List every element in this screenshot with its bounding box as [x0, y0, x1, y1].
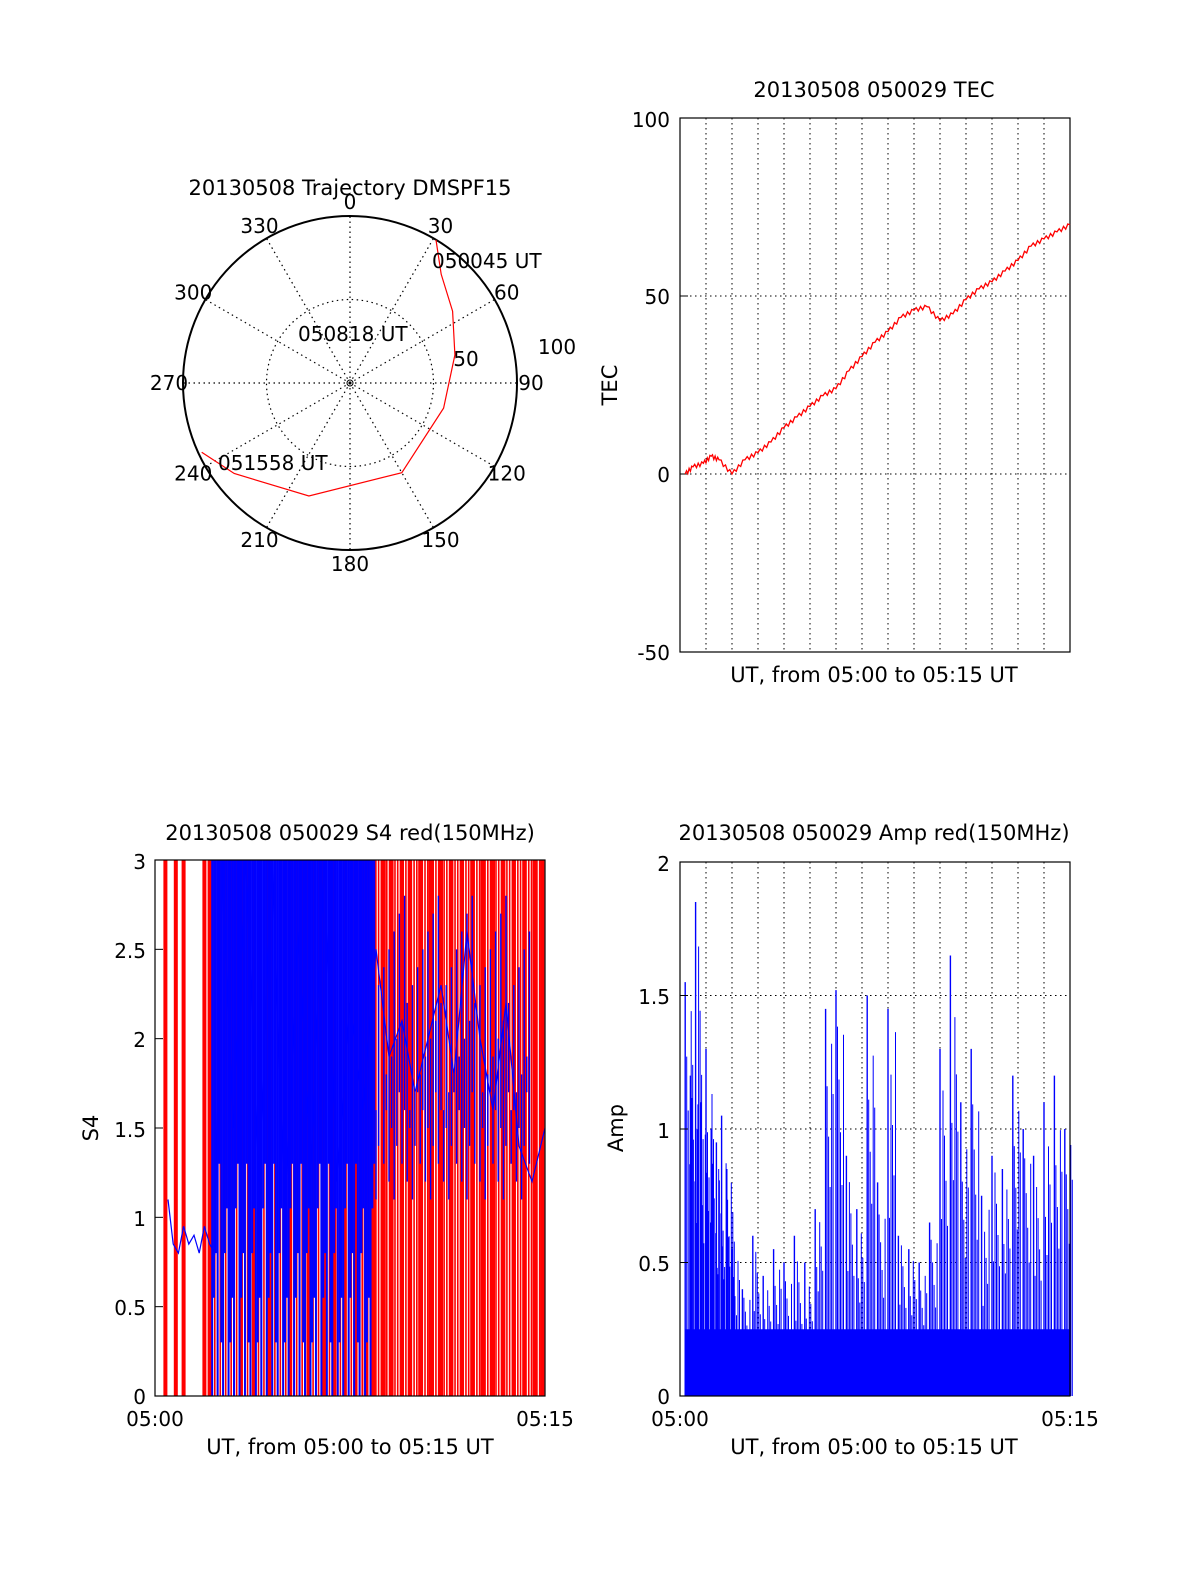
tec-ytick-0: 0: [657, 463, 670, 487]
tec-grid: [680, 118, 1070, 652]
tec-ylabel: TEC: [598, 365, 622, 407]
polar-outer-circle: [182, 215, 518, 551]
polar-inner-circle: [265, 298, 435, 468]
amp-xtick-end: 05:15: [1041, 1407, 1099, 1431]
tec-panel: 20130508 050029 TEC 100 50 0 -50 UT, fro…: [598, 78, 1071, 687]
trajectory-track: [201, 239, 456, 497]
polar-azimuth-label-150: 150: [421, 528, 459, 552]
s4-red-spike: [540, 860, 545, 1396]
amp-ytick-2: 2: [657, 852, 670, 876]
annotation-end: 051558 UT: [218, 451, 328, 475]
polar-azimuth-label-30: 30: [428, 214, 453, 238]
tec-ytick-100: 100: [632, 108, 670, 132]
polar-azimuth-label-180: 180: [331, 552, 369, 576]
amp-title: 20130508 050029 Amp red(150MHz): [678, 821, 1069, 845]
polar-grid: [182, 215, 518, 551]
polar-spoke-330: [265, 238, 351, 384]
amp-ytick-0.5: 0.5: [638, 1252, 670, 1276]
tec-y-ticks: [680, 117, 688, 653]
amp-ytick-0: 0: [657, 1385, 670, 1409]
polar-labels: 0 30 60 90 120 150 180 210 240 270 300 330 50 100: [150, 190, 576, 576]
amp-panel: 20130508 050029 Amp red(150MHz) 2 1.5 1 …: [604, 821, 1099, 1459]
s4-ytick-1: 1: [133, 1207, 146, 1231]
polar-spoke-150: [349, 382, 435, 528]
amp-xlabel: UT, from 05:00 to 05:15 UT: [730, 1435, 1018, 1459]
trajectory-panel: 20130508 Trajectory DMSPF15 0 30 60 90 120 15…: [150, 176, 576, 576]
s4-xlabel: UT, from 05:00 to 05:15 UT: [206, 1435, 494, 1459]
polar-spoke-30: [349, 238, 435, 384]
tec-plot-frame: [679, 117, 1071, 653]
s4-red-spike: [511, 860, 516, 1396]
polar-elev-label-50: 50: [453, 347, 478, 371]
tec-title: 20130508 050029 TEC: [753, 78, 994, 102]
s4-ytick-1.5: 1.5: [114, 1118, 146, 1142]
tec-xlabel: UT, from 05:00 to 05:15 UT: [730, 663, 1018, 687]
amp-ytick-1.5: 1.5: [638, 985, 670, 1009]
polar-azimuth-label-90: 90: [518, 371, 543, 395]
amp-ytick-1: 1: [657, 1119, 670, 1143]
s4-red-spike: [173, 860, 178, 1396]
s4-ytick-0.5: 0.5: [114, 1296, 146, 1320]
s4-panel: 20130508 050029 S4 red(150MHz) 3 2.5 2 1…: [79, 821, 574, 1459]
s4-red-spike: [181, 860, 186, 1396]
s4-xtick-end: 05:15: [516, 1407, 574, 1431]
polar-elev-label-100: 100: [538, 335, 576, 359]
polar-azimuth-label-270: 270: [150, 371, 188, 395]
s4-red-spike: [207, 860, 212, 1396]
trajectory-title: 20130508 Trajectory DMSPF15: [188, 176, 511, 200]
amp-xtick-start: 05:00: [651, 1407, 709, 1431]
annotation-mid: 050818 UT: [298, 322, 408, 346]
polar-azimuth-label-0: 0: [344, 190, 357, 214]
polar-spoke-120: [349, 382, 495, 468]
polar-azimuth-label-120: 120: [488, 462, 526, 486]
polar-azimuth-label-330: 330: [240, 214, 278, 238]
s4-blue-dense: [211, 860, 531, 1396]
s4-ytick-3: 3: [133, 850, 146, 874]
tec-series-line: [684, 223, 1071, 476]
s4-ticks: [155, 859, 163, 1397]
polar-azimuth-label-240: 240: [174, 462, 212, 486]
amp-bars: [684, 902, 1073, 1396]
s4-ytick-2.5: 2.5: [114, 939, 146, 963]
s4-ytick-0: 0: [133, 1385, 146, 1409]
polar-azimuth-label-210: 210: [240, 528, 278, 552]
tec-ytick-50: 50: [645, 285, 670, 309]
s4-ytick-2: 2: [133, 1028, 146, 1052]
amp-ticks: [680, 861, 688, 1397]
amp-ylabel: Amp: [604, 1104, 628, 1152]
s4-series-line: [167, 859, 546, 1256]
annotation-start: 050045 UT: [432, 249, 542, 273]
polar-azimuth-label-300: 300: [174, 281, 212, 305]
s4-xtick-start: 05:00: [126, 1407, 184, 1431]
s4-red-spike: [163, 860, 168, 1396]
s4-ylabel: S4: [79, 1115, 103, 1142]
polar-center-mark: [346, 379, 354, 387]
polar-azimuth-label-60: 60: [494, 281, 519, 305]
s4-title: 20130508 050029 S4 red(150MHz): [165, 821, 535, 845]
s4-red-spike: [202, 860, 207, 1396]
tec-ytick-minus50: -50: [637, 641, 670, 665]
